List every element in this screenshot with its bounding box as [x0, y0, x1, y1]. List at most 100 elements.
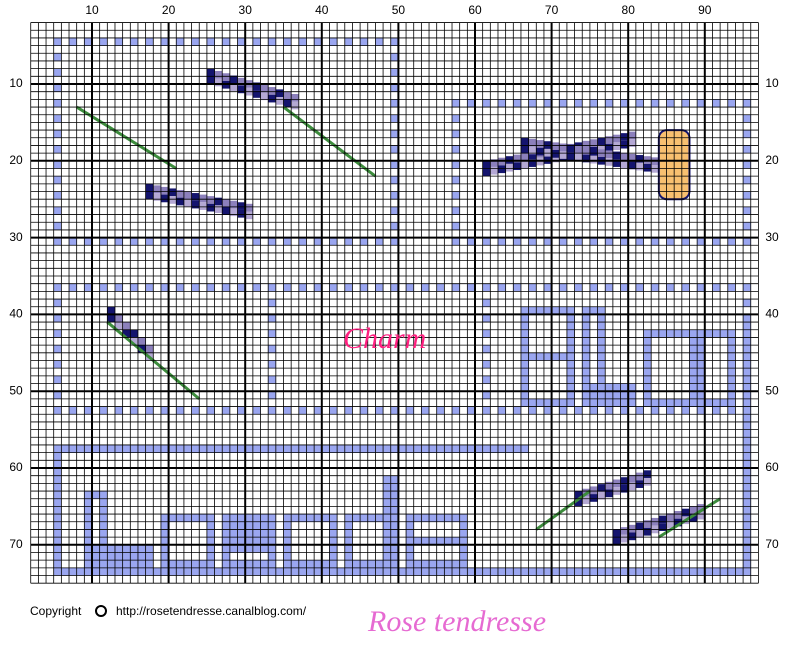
- stitch: [551, 567, 560, 576]
- stitch: [283, 283, 292, 292]
- stitch: [367, 567, 376, 576]
- stitch: [206, 567, 215, 576]
- stitch: [199, 202, 207, 210]
- stitch: [237, 514, 246, 522]
- stitch: [589, 494, 598, 502]
- stitch: [168, 188, 177, 197]
- stitch: [429, 514, 437, 522]
- stitch: [84, 552, 92, 561]
- stitch: [551, 150, 560, 158]
- stitch: [145, 191, 154, 200]
- stitch: [743, 206, 751, 215]
- stitch: [145, 237, 154, 246]
- stitch: [145, 406, 154, 415]
- stitch: [520, 352, 529, 361]
- stitch: [390, 53, 399, 61]
- stitch: [352, 560, 361, 568]
- stitch: [206, 552, 215, 561]
- stitch: [53, 375, 62, 384]
- stitch: [743, 99, 751, 108]
- stitch: [743, 160, 751, 169]
- stitch: [237, 529, 246, 538]
- stitch: [482, 160, 491, 169]
- stitch: [643, 398, 652, 407]
- stitch: [651, 398, 659, 407]
- stitch: [743, 491, 751, 499]
- stitch: [53, 560, 62, 568]
- stitch: [268, 406, 276, 415]
- stitch: [390, 37, 399, 46]
- stitch: [582, 345, 590, 353]
- stitch: [482, 444, 491, 453]
- stitch: [452, 283, 460, 292]
- stitch: [612, 134, 621, 143]
- stitch: [697, 99, 705, 108]
- stitch: [651, 237, 659, 246]
- stitch: [666, 520, 675, 529]
- stitch: [99, 37, 108, 46]
- stitch: [635, 155, 644, 163]
- stitch: [390, 84, 399, 92]
- stitch: [513, 162, 521, 171]
- stitch: [743, 475, 751, 484]
- stitch: [605, 489, 613, 498]
- stitch: [214, 78, 223, 87]
- stitch: [107, 306, 115, 315]
- stitch: [574, 237, 583, 246]
- stitch: [84, 560, 92, 568]
- stitch: [681, 508, 690, 517]
- stitch: [245, 203, 253, 212]
- stitch: [605, 143, 613, 152]
- stitch: [620, 484, 629, 493]
- stitch: [114, 283, 123, 292]
- stitch: [643, 360, 652, 369]
- stitch: [314, 560, 322, 568]
- stitch: [84, 406, 92, 415]
- stitch: [53, 491, 62, 499]
- stitch: [245, 567, 253, 576]
- column-label: 40: [315, 3, 329, 17]
- stitch: [566, 352, 575, 361]
- stitch: [222, 521, 230, 530]
- stitch: [605, 481, 613, 490]
- stitch: [390, 145, 399, 154]
- stitch: [436, 537, 445, 545]
- stitch: [268, 94, 276, 103]
- stitch: [697, 406, 705, 415]
- stitch: [743, 383, 751, 392]
- stitch: [727, 406, 736, 415]
- stitch: [628, 391, 636, 399]
- stitch: [490, 159, 498, 167]
- stitch: [168, 444, 177, 453]
- stitch: [743, 222, 751, 230]
- stitch: [635, 472, 644, 481]
- stitch: [475, 444, 483, 453]
- stitch: [237, 560, 246, 568]
- stitch: [160, 444, 169, 453]
- stitch: [53, 176, 62, 184]
- stitch: [482, 299, 491, 307]
- stitch: [612, 398, 621, 407]
- stitch: [597, 484, 606, 492]
- stitch: [421, 514, 430, 522]
- stitch: [743, 514, 751, 522]
- stitch: [53, 483, 62, 492]
- stitch: [375, 237, 384, 246]
- stitch: [628, 482, 636, 491]
- stitch: [743, 483, 751, 492]
- stitch: [99, 444, 108, 453]
- stitch: [145, 552, 154, 561]
- stitch: [528, 306, 537, 315]
- stitch: [574, 567, 583, 576]
- stitch: [406, 537, 414, 545]
- stitch: [191, 444, 200, 453]
- stitch: [566, 152, 575, 161]
- stitch: [628, 131, 636, 140]
- stitch: [582, 567, 590, 576]
- stitch: [605, 158, 613, 166]
- stitch: [329, 544, 338, 553]
- stitch: [360, 237, 368, 246]
- stitch: [589, 139, 598, 147]
- stitch: [674, 398, 682, 407]
- stitch: [727, 352, 736, 361]
